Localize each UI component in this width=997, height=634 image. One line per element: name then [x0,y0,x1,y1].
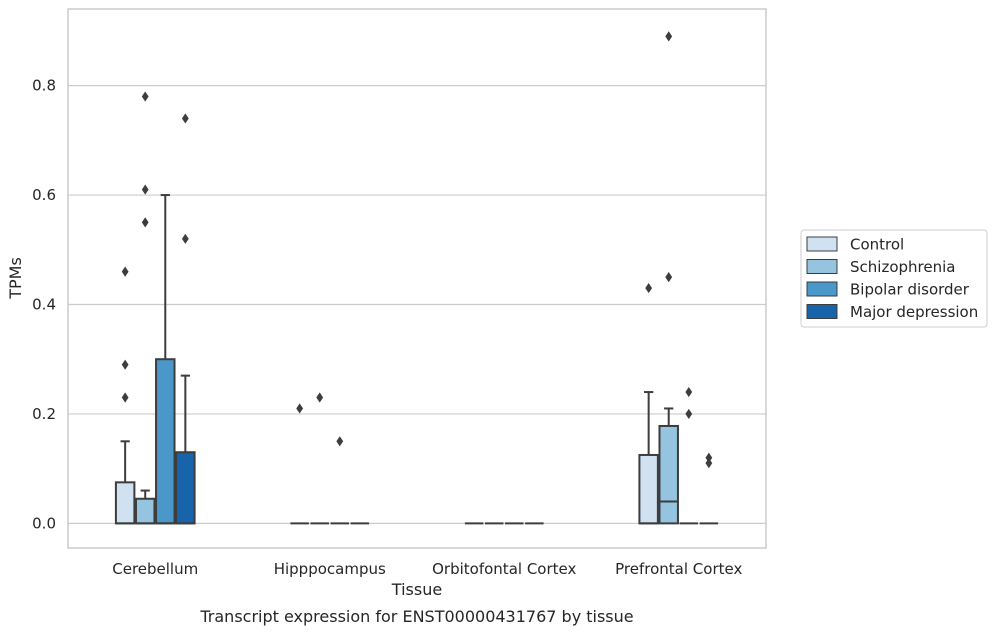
outlier-point [336,436,344,447]
outlier-point [296,403,304,414]
outlier-point [121,392,129,403]
y-tick-label: 0.2 [32,405,56,423]
y-tick-label: 0.4 [32,295,56,313]
y-tick-label: 0.8 [32,77,56,95]
x-axis-ticks: Cerebellum Hipppocampus Orbitofontal Corte… [112,560,742,578]
box-body [114,481,136,525]
box-3-3 [699,452,719,525]
box-0-3 [175,113,196,525]
box-groups [114,31,719,525]
outlier-point [141,217,149,228]
y-axis-ticks: 0.0 0.2 0.4 0.6 0.8 [32,77,56,533]
outlier-point [316,392,324,403]
y-tick-label: 0.6 [32,186,56,204]
x-tick-label: Cerebellum [112,560,198,578]
outlier-point [181,113,189,124]
legend-label: Major depression [850,303,978,321]
outlier-point [705,458,713,469]
outlier-point [665,272,673,283]
box-1-0 [290,403,309,525]
box-0-0 [114,266,136,525]
box-3-0 [638,282,659,525]
legend-label: Schizophrenia [850,258,955,276]
box-1-2 [330,436,350,525]
box-body [658,424,679,525]
x-tick-label: Hipppocampus [274,560,386,578]
legend-swatch [806,281,838,297]
box-3-2 [679,386,699,525]
outlier-point [705,452,713,463]
box-body [155,358,176,525]
plot-frame [67,8,767,549]
outlier-point [685,408,693,420]
x-tick-label: Prefrontal Cortex [615,560,742,578]
y-tick-label: 0.0 [32,514,56,532]
x-tick-label: Orbitofontal Cortex [432,560,576,578]
legend-swatch [806,259,838,274]
outlier-point [141,91,149,102]
legend-label: Bipolar disorder [850,281,970,299]
x-axis-title: Tissue [391,580,442,599]
box-body [638,453,659,525]
outlier-point [141,184,149,195]
box-0-1 [134,91,156,525]
outlier-point [121,266,129,277]
outlier-point [181,233,189,244]
outlier-point [121,359,129,370]
legend: Control Schizophrenia Bipolar disorder Majo… [800,229,988,328]
box-1-1 [310,392,329,525]
y-axis-title: TPMs [6,257,25,300]
legend-label: Control [850,236,904,254]
legend-swatch [806,236,838,252]
box-body [175,451,196,525]
box-3-1 [658,31,679,525]
legend-swatch [806,304,838,319]
box-body [134,497,156,525]
chart-caption: Transcript expression for ENST0000043176… [199,607,633,626]
outlier-point [665,31,673,42]
outlier-point [645,282,653,294]
box-0-2 [155,194,176,525]
outlier-point [685,386,693,398]
legend-frame [800,229,988,328]
